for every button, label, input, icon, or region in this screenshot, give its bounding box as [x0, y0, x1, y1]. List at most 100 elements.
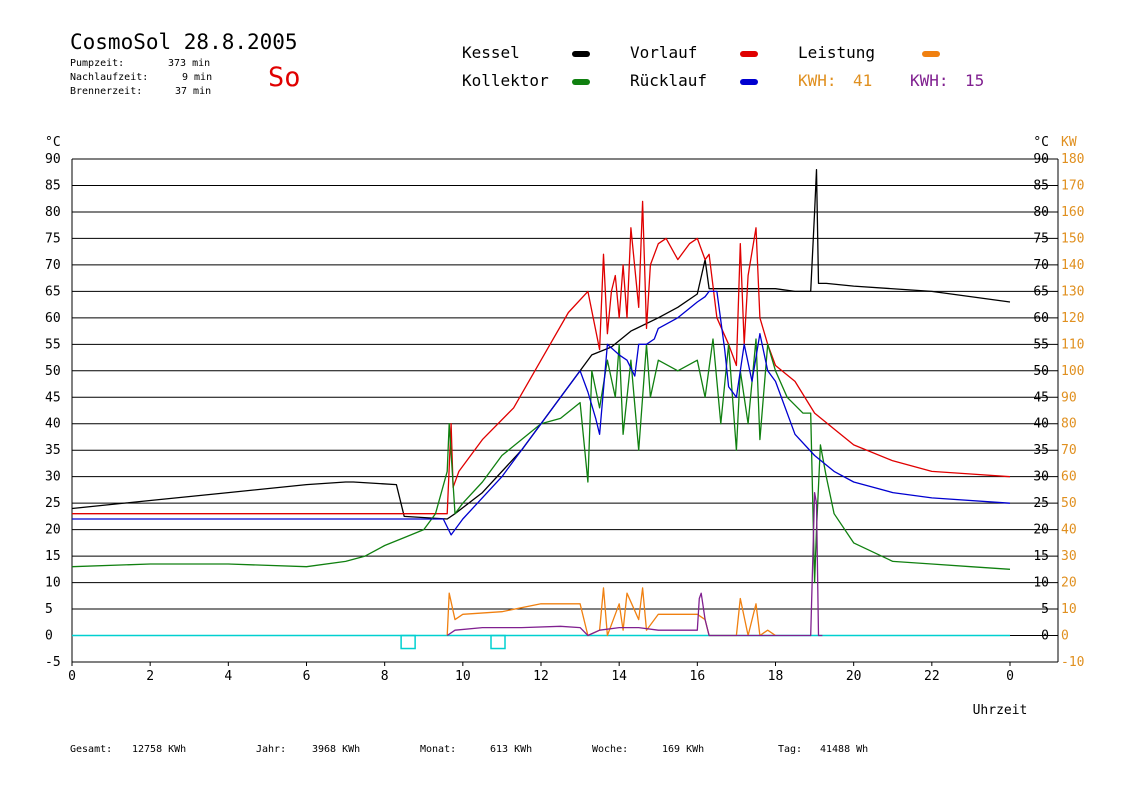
- weekday-label: So: [268, 62, 301, 93]
- y-tick-label-right-c: 70: [1033, 258, 1049, 273]
- y-tick-label-right-kw: 180: [1061, 152, 1084, 167]
- y-tick-label-left: 85: [45, 178, 61, 193]
- series-line-r-cklauf: [72, 290, 1011, 536]
- kwh-2-value: 15: [965, 71, 985, 90]
- y-tick-label-right-c: 30: [1033, 470, 1049, 485]
- legend-kollektor-swatch: [572, 79, 590, 85]
- x-tick-label: 4: [224, 669, 232, 684]
- y-tick-label-right-c: 10: [1033, 576, 1049, 591]
- y-tick-label-right-c: 90: [1033, 152, 1049, 167]
- stat-label-brennerzeit: Brennerzeit:: [70, 86, 143, 97]
- y-tick-label-left: 65: [45, 284, 61, 299]
- stat-label-nachlaufzeit: Nachlaufzeit:: [70, 72, 149, 83]
- stat-value-brennerzeit: 37 min: [175, 86, 212, 97]
- kwh-leistung-value: 41: [853, 71, 873, 90]
- x-tick-label: 22: [924, 669, 940, 684]
- y-tick-label-right-kw: -10: [1061, 655, 1084, 670]
- footer-woche-value: 169 KWh: [662, 744, 705, 755]
- y-axis-unit-right-c: °C: [1033, 135, 1049, 150]
- footer-tag-label: Tag:: [778, 744, 803, 755]
- y-tick-label-left: 5: [45, 602, 53, 617]
- chart-title: CosmoSol 28.8.2005: [70, 30, 298, 54]
- x-tick-label: 10: [455, 669, 471, 684]
- y-tick-label-left: 60: [45, 311, 61, 326]
- y-tick-label-right-c: 20: [1033, 523, 1049, 538]
- y-tick-label-left: 0: [45, 629, 53, 644]
- y-tick-label-left: 35: [45, 443, 61, 458]
- y-tick-label-right-kw: 80: [1061, 417, 1077, 432]
- y-tick-label-right-c: 60: [1033, 311, 1049, 326]
- stat-value-nachlaufzeit: 9 min: [182, 72, 213, 83]
- y-tick-label-right-kw: 90: [1061, 390, 1077, 405]
- y-tick-label-right-kw: 130: [1061, 284, 1084, 299]
- legend-ruecklauf-label: Rücklauf: [630, 71, 708, 90]
- x-tick-label: 20: [846, 669, 862, 684]
- y-tick-label-left: 20: [45, 523, 61, 538]
- y-tick-label-right-c: 0: [1041, 629, 1049, 644]
- y-tick-label-right-c: 80: [1033, 205, 1049, 220]
- y-tick-label-right-kw: 110: [1061, 337, 1084, 352]
- x-tick-label: 0: [68, 669, 76, 684]
- kwh-leistung-label: KWH:: [798, 71, 837, 90]
- y-tick-label-left: 50: [45, 364, 61, 379]
- y-tick-label-right-c: 15: [1033, 549, 1049, 564]
- y-tick-label-right-c: 45: [1033, 390, 1049, 405]
- series-line-leistung: [446, 587, 776, 637]
- event-marker: [490, 634, 506, 650]
- series-line-kessel: [71, 168, 1011, 520]
- y-tick-label-right-kw: 120: [1061, 311, 1084, 326]
- legend-leistung-label: Leistung: [798, 43, 876, 62]
- stat-value-pumpzeit: 373 min: [168, 58, 211, 69]
- y-tick-label-left: 45: [45, 390, 61, 405]
- y-tick-label-right-kw: 10: [1061, 602, 1077, 617]
- x-axis-label: Uhrzeit: [973, 703, 1028, 718]
- chart-axes: [71, 159, 1059, 666]
- y-tick-label-right-kw: 70: [1061, 443, 1077, 458]
- footer-tag-value: 41488 Wh: [820, 744, 869, 755]
- y-tick-label-right-c: 35: [1033, 443, 1049, 458]
- y-axis-unit-right-kw: KW: [1061, 135, 1077, 150]
- series-line-vorlauf: [72, 200, 1011, 515]
- chart-series: [71, 168, 1011, 637]
- stat-label-pumpzeit: Pumpzeit:: [70, 58, 125, 69]
- y-tick-label-right-c: 55: [1033, 337, 1049, 352]
- y-tick-label-right-c: 5: [1041, 602, 1049, 617]
- series-line-kwh-2: [446, 491, 823, 637]
- legend-kollektor-label: Kollektor: [462, 71, 549, 90]
- y-tick-label-right-kw: 160: [1061, 205, 1084, 220]
- y-tick-label-right-kw: 150: [1061, 231, 1084, 246]
- x-tick-label: 6: [303, 669, 311, 684]
- x-tick-label: 0: [1006, 669, 1014, 684]
- y-tick-label-right-kw: 30: [1061, 549, 1077, 564]
- footer-woche-label: Woche:: [592, 744, 629, 755]
- y-tick-label-left: 15: [45, 549, 61, 564]
- y-tick-label-left: 70: [45, 258, 61, 273]
- y-tick-label-left: -5: [45, 655, 61, 670]
- y-tick-label-right-kw: 50: [1061, 496, 1077, 511]
- kwh-2-label: KWH:: [910, 71, 949, 90]
- x-tick-label: 18: [768, 669, 784, 684]
- legend-vorlauf-label: Vorlauf: [630, 43, 698, 62]
- y-tick-label-right-kw: 140: [1061, 258, 1084, 273]
- legend-kessel-label: Kessel: [462, 43, 520, 62]
- y-tick-label-right-c: 40: [1033, 417, 1049, 432]
- chart-tick-labels: -505101520253035404550556065707580859005…: [45, 135, 1084, 718]
- legend-vorlauf-swatch: [740, 51, 758, 57]
- event-marker: [400, 634, 416, 650]
- legend-kessel-swatch: [572, 51, 590, 57]
- y-tick-label-right-kw: 40: [1061, 523, 1077, 538]
- y-tick-label-left: 40: [45, 417, 61, 432]
- y-tick-label-left: 30: [45, 470, 61, 485]
- y-tick-label-left: 25: [45, 496, 61, 511]
- legend-ruecklauf-swatch: [740, 79, 758, 85]
- y-axis-unit-left: °C: [45, 135, 61, 150]
- y-tick-label-left: 10: [45, 576, 61, 591]
- x-tick-label: 8: [381, 669, 389, 684]
- y-tick-label-left: 75: [45, 231, 61, 246]
- x-tick-label: 14: [611, 669, 627, 684]
- y-tick-label-left: 90: [45, 152, 61, 167]
- y-tick-label-right-c: 65: [1033, 284, 1049, 299]
- y-tick-label-right-c: 50: [1033, 364, 1049, 379]
- footer-jahr-value: 3968 KWh: [312, 744, 361, 755]
